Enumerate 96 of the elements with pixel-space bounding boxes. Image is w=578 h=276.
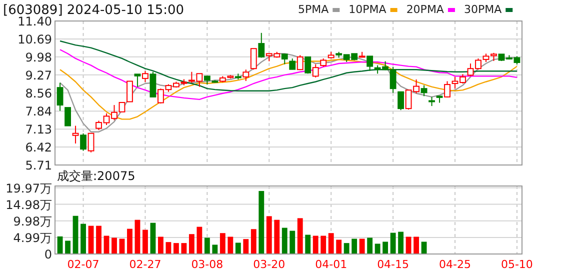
candlestick bbox=[242, 69, 250, 82]
bar bbox=[173, 243, 179, 254]
candlestick bbox=[281, 54, 288, 65]
x-tick-label: 04-25 bbox=[439, 258, 471, 271]
y-tick-label: 5.71 bbox=[25, 158, 52, 172]
bar bbox=[414, 236, 419, 254]
x-tick-label: 04-15 bbox=[377, 258, 410, 271]
bar bbox=[406, 236, 412, 254]
bar bbox=[320, 236, 326, 254]
bar bbox=[72, 216, 78, 254]
candlestick bbox=[126, 80, 133, 102]
y-tick-label: 9.98 bbox=[25, 50, 52, 64]
candlestick bbox=[296, 54, 304, 71]
candlestick bbox=[304, 56, 312, 74]
bar bbox=[119, 238, 125, 254]
bar bbox=[328, 233, 334, 254]
legend-label: 10PMA bbox=[348, 3, 387, 16]
y-tick-label: 10.69 bbox=[18, 32, 52, 46]
bar bbox=[266, 216, 272, 254]
candlestick bbox=[250, 48, 257, 70]
candlestick bbox=[366, 56, 374, 72]
candlestick bbox=[444, 80, 450, 98]
y-tick-label: 14.98万 bbox=[6, 198, 52, 212]
y-tick-label: 8.56 bbox=[25, 86, 52, 100]
bar bbox=[297, 218, 303, 254]
bar bbox=[359, 238, 365, 254]
candlestick bbox=[312, 64, 319, 78]
bar bbox=[112, 238, 117, 254]
bar bbox=[374, 244, 380, 254]
bar bbox=[204, 238, 210, 254]
bar bbox=[258, 190, 264, 254]
bar bbox=[127, 228, 132, 254]
y-tick-label: 7.13 bbox=[25, 122, 52, 137]
bar bbox=[282, 228, 288, 254]
bar bbox=[220, 233, 226, 254]
candlestick bbox=[398, 91, 404, 111]
bar bbox=[274, 220, 280, 254]
bar bbox=[290, 230, 296, 254]
candlestick bbox=[80, 132, 86, 152]
bar bbox=[305, 234, 311, 254]
candlestick bbox=[258, 32, 265, 58]
legend-label: 30PMA bbox=[464, 3, 502, 16]
bar bbox=[250, 229, 256, 254]
legend-label: 20PMA bbox=[406, 3, 444, 16]
candlestick bbox=[88, 132, 94, 153]
candlestick bbox=[289, 58, 296, 70]
bar bbox=[158, 236, 164, 254]
bar bbox=[421, 242, 427, 254]
bar bbox=[188, 234, 194, 254]
candlestick bbox=[56, 82, 64, 112]
y-tick-label: 4.99万 bbox=[13, 230, 52, 245]
bar bbox=[367, 238, 373, 254]
bar bbox=[352, 238, 358, 254]
x-tick-label: 04-01 bbox=[315, 258, 348, 271]
y-tick-label: 9.27 bbox=[25, 68, 52, 82]
bar bbox=[80, 224, 86, 254]
line-series bbox=[59, 40, 518, 92]
candlestick bbox=[142, 70, 148, 82]
bar bbox=[88, 226, 94, 254]
x-tick-label: 03-20 bbox=[253, 258, 286, 271]
bar bbox=[166, 242, 172, 254]
bar bbox=[196, 226, 202, 254]
bar bbox=[134, 220, 140, 254]
candlestick bbox=[428, 96, 435, 107]
bar bbox=[228, 236, 234, 254]
y-tick-label: 7.84 bbox=[25, 104, 52, 119]
bar bbox=[65, 240, 70, 254]
candlestick bbox=[150, 71, 156, 98]
candlestick bbox=[134, 74, 141, 88]
x-tick-label: 05-10 bbox=[500, 258, 533, 271]
bar bbox=[212, 244, 218, 254]
candlestick bbox=[64, 107, 71, 126]
bar bbox=[382, 242, 388, 254]
bar bbox=[142, 230, 148, 254]
line-series bbox=[59, 49, 518, 100]
bar bbox=[390, 232, 396, 254]
candlestick bbox=[72, 125, 79, 144]
y-tick-label: 9.98万 bbox=[13, 214, 52, 228]
bar bbox=[398, 232, 404, 254]
bar bbox=[243, 239, 249, 254]
bar bbox=[312, 236, 318, 254]
bar bbox=[235, 242, 241, 254]
chart-title: 成交量:20075 bbox=[57, 169, 136, 183]
y-tick-label: 6.42 bbox=[25, 140, 52, 155]
bar bbox=[150, 222, 156, 254]
bar bbox=[181, 243, 187, 254]
legend-label: 5PMA bbox=[298, 3, 330, 16]
bar bbox=[96, 226, 102, 254]
bar bbox=[336, 240, 342, 254]
bar bbox=[344, 243, 350, 254]
y-tick-label: 19.97万 bbox=[6, 181, 52, 196]
x-tick-label: 02-07 bbox=[67, 258, 100, 271]
candlestick bbox=[420, 84, 428, 97]
x-tick-label: 02-27 bbox=[129, 258, 162, 271]
x-tick-label: 03-08 bbox=[191, 258, 224, 271]
y-tick-label: 0 bbox=[44, 248, 52, 262]
